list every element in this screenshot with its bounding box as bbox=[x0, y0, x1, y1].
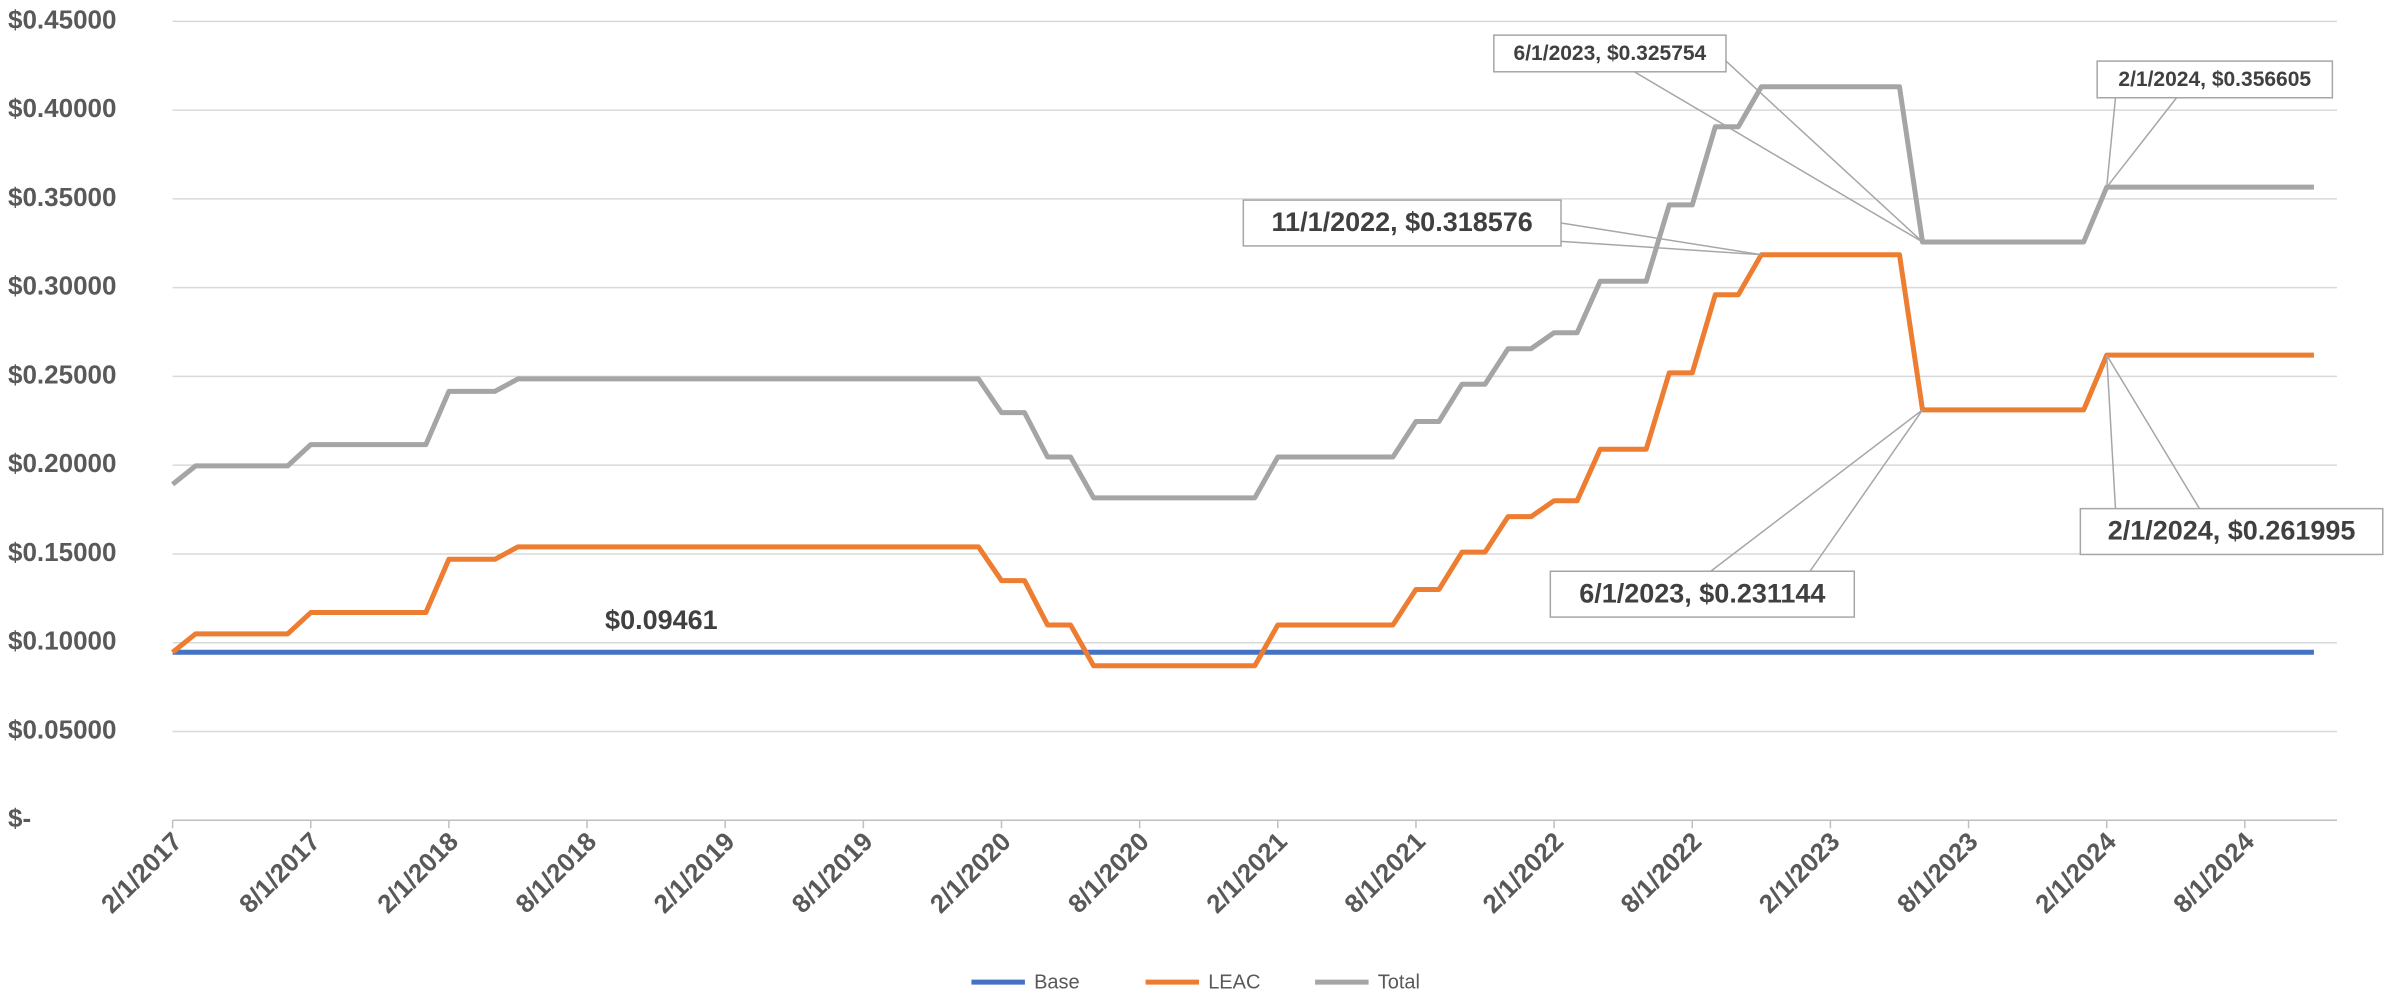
legend-label: Total bbox=[1378, 971, 1420, 993]
annotation-box bbox=[2096, 60, 2334, 99]
annotation-label: 6/1/2023, $0.231144 bbox=[1579, 578, 1825, 608]
leader-line bbox=[1633, 71, 1923, 243]
leader-line bbox=[2106, 354, 2201, 510]
leader-line bbox=[1560, 240, 1762, 256]
annotation-box bbox=[2079, 507, 2384, 556]
x-tick-label: 8/1/2023 bbox=[1891, 826, 1984, 919]
y-tick-label: $0.20000 bbox=[8, 448, 116, 478]
y-tick-label: $0.45000 bbox=[8, 4, 116, 34]
y-tick-label: $0.30000 bbox=[8, 271, 116, 301]
x-tick-label: 8/1/2022 bbox=[1615, 826, 1708, 919]
x-tick-label: 2/1/2018 bbox=[371, 826, 464, 919]
annotation-label: 2/1/2024, $0.356605 bbox=[2118, 68, 2311, 91]
y-tick-label: $0.15000 bbox=[8, 537, 116, 567]
x-tick-label: 2/1/2022 bbox=[1476, 826, 1569, 919]
annotation-box bbox=[1549, 570, 1856, 618]
leader-line bbox=[1710, 409, 1923, 572]
legend-label: Base bbox=[1034, 971, 1080, 993]
y-tick-label: $0.35000 bbox=[8, 182, 116, 212]
leader-line bbox=[2106, 97, 2178, 188]
y-tick-label: $0.25000 bbox=[8, 359, 116, 389]
x-tick-label: 2/1/2019 bbox=[648, 826, 741, 919]
legend-label: LEAC bbox=[1208, 971, 1260, 993]
x-tick-label: 8/1/2024 bbox=[2167, 826, 2260, 919]
leader-line bbox=[1725, 60, 1924, 243]
y-tick-label: $0.05000 bbox=[8, 714, 116, 744]
x-tick-label: 2/1/2023 bbox=[1753, 826, 1846, 919]
y-tick-label: $- bbox=[8, 803, 31, 833]
annotation-label: 11/1/2022, $0.318576 bbox=[1272, 207, 1533, 237]
x-tick-label: 8/1/2018 bbox=[509, 826, 602, 919]
annotation-label: 6/1/2023, $0.325754 bbox=[1514, 42, 1707, 65]
leader-line bbox=[1809, 409, 1924, 572]
series-line bbox=[171, 252, 2314, 669]
x-tick-label: 8/1/2020 bbox=[1062, 826, 1155, 919]
x-tick-label: 2/1/2020 bbox=[924, 826, 1017, 919]
y-tick-label: $0.10000 bbox=[8, 626, 116, 656]
annotation-label: 2/1/2024, $0.261995 bbox=[2108, 516, 2356, 546]
annotation-box bbox=[1242, 199, 1562, 247]
leader-line bbox=[1560, 222, 1762, 256]
annotation-box bbox=[1493, 34, 1727, 73]
x-tick-label: 2/1/2024 bbox=[2029, 826, 2122, 919]
x-tick-label: 2/1/2017 bbox=[95, 826, 188, 919]
leader-line bbox=[2105, 355, 2117, 509]
x-tick-label: 8/1/2021 bbox=[1338, 826, 1431, 919]
x-tick-label: 8/1/2017 bbox=[233, 826, 326, 919]
x-tick-label: 8/1/2019 bbox=[786, 826, 879, 919]
x-tick-label: 2/1/2021 bbox=[1200, 826, 1293, 919]
leader-line bbox=[2105, 97, 2117, 188]
y-tick-label: $0.40000 bbox=[8, 93, 116, 123]
annotation-label: $0.09461 bbox=[605, 605, 718, 635]
series-line bbox=[171, 84, 2314, 501]
